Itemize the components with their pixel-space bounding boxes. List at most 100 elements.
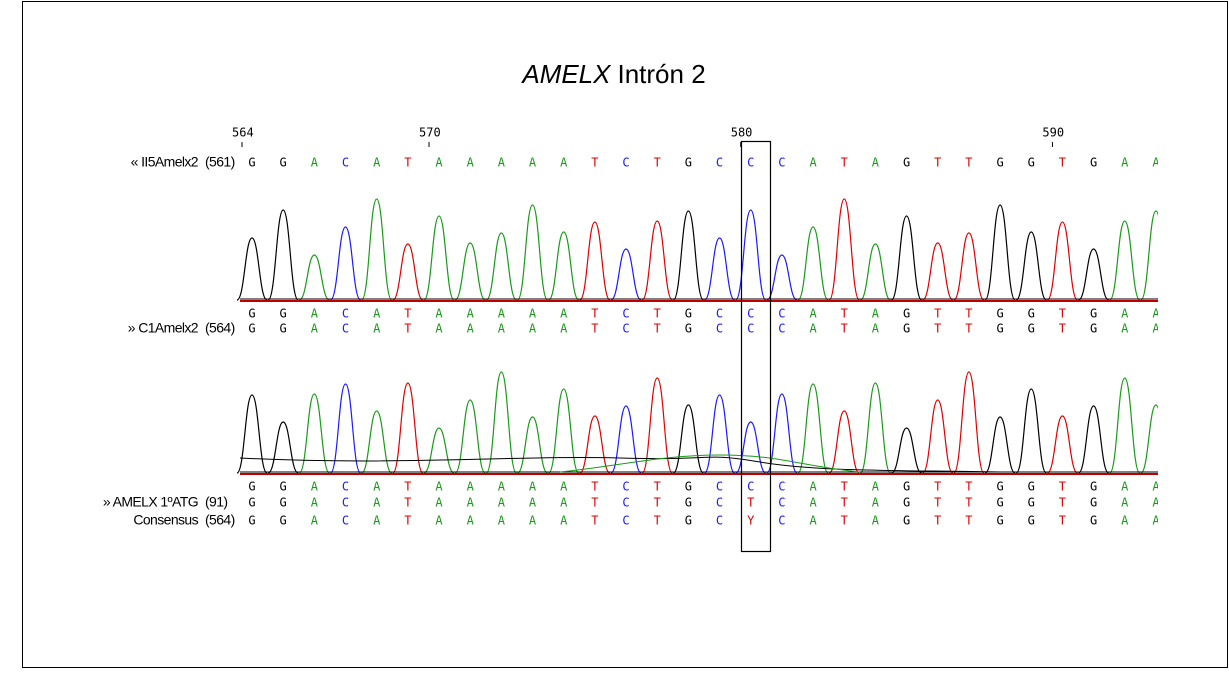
base: T [934, 307, 941, 321]
base: T [654, 496, 661, 510]
base: A [467, 156, 475, 170]
row-position: (564) [205, 320, 235, 336]
base: T [965, 496, 972, 510]
base: G [685, 496, 692, 510]
base: A [560, 156, 568, 170]
base: T [965, 514, 972, 528]
base: A [529, 514, 537, 528]
base: G [1090, 496, 1097, 510]
base: G [248, 307, 255, 321]
base: T [404, 480, 411, 494]
figure: AMELXIntrón 2 GGACATAAAAATCTGCCCATAGTTGG… [0, 0, 1229, 669]
row-position: (91) [205, 494, 228, 510]
base: G [996, 307, 1003, 321]
base: A [435, 322, 443, 336]
base: A [872, 480, 880, 494]
base: G [1090, 322, 1097, 336]
base: T [965, 480, 972, 494]
base: A [872, 514, 880, 528]
base: G [1090, 514, 1097, 528]
base: T [934, 514, 941, 528]
base: T [1059, 480, 1066, 494]
base: G [996, 496, 1003, 510]
base: G [903, 480, 910, 494]
base: C [622, 496, 629, 510]
base: C [778, 307, 785, 321]
base: G [280, 156, 287, 170]
base: G [903, 514, 910, 528]
base: A [498, 496, 506, 510]
base: C [778, 480, 785, 494]
base: A [872, 496, 880, 510]
ruler-label: 564 [232, 126, 254, 140]
base: C [622, 307, 629, 321]
base: C [622, 480, 629, 494]
base: C [622, 156, 629, 170]
base: T [965, 322, 972, 336]
base: C [342, 480, 349, 494]
base: T [934, 322, 941, 336]
base: G [248, 480, 255, 494]
base: C [747, 156, 754, 170]
base: A [809, 322, 817, 336]
base: A [1121, 307, 1129, 321]
base: A [1121, 480, 1129, 494]
base: A [467, 480, 475, 494]
base: T [591, 514, 598, 528]
base: G [1090, 307, 1097, 321]
base: A [872, 156, 880, 170]
base: C [716, 156, 723, 170]
base: T [841, 496, 848, 510]
base: G [1028, 322, 1035, 336]
base: A [560, 496, 568, 510]
base: T [404, 496, 411, 510]
row-label: « II5Amelx2 [131, 154, 199, 170]
base: A [529, 156, 537, 170]
base: T [654, 307, 661, 321]
base: G [1090, 156, 1097, 170]
base: C [716, 514, 723, 528]
base: A [435, 514, 443, 528]
base: C [622, 514, 629, 528]
base: C [716, 496, 723, 510]
base: A [560, 480, 568, 494]
base: A [529, 496, 537, 510]
base: A [373, 307, 381, 321]
base: G [280, 496, 287, 510]
base: A [311, 307, 319, 321]
base: A [311, 156, 319, 170]
base: A [1121, 322, 1129, 336]
base: A [872, 322, 880, 336]
base: A [311, 514, 319, 528]
base: A [1121, 514, 1129, 528]
base: T [841, 156, 848, 170]
base: G [280, 307, 287, 321]
base: G [280, 322, 287, 336]
base: A [529, 480, 537, 494]
base: A [435, 496, 443, 510]
base: T [841, 480, 848, 494]
base: G [685, 514, 692, 528]
base: T [591, 496, 598, 510]
base: A [373, 480, 381, 494]
base: A [560, 307, 568, 321]
title-rest: Intrón 2 [617, 59, 705, 89]
base: G [996, 322, 1003, 336]
base: A [311, 480, 319, 494]
base: G [1028, 496, 1035, 510]
base: G [248, 514, 255, 528]
base: T [841, 307, 848, 321]
row-label: Consensus [133, 512, 198, 528]
base: A [373, 156, 381, 170]
base: A [498, 322, 506, 336]
base: T [654, 514, 661, 528]
base: A [498, 514, 506, 528]
base: G [996, 480, 1003, 494]
base: G [1028, 514, 1035, 528]
base: G [280, 480, 287, 494]
base: T [591, 480, 598, 494]
base: A [373, 514, 381, 528]
base: G [996, 514, 1003, 528]
base: T [654, 156, 661, 170]
base: C [778, 322, 785, 336]
